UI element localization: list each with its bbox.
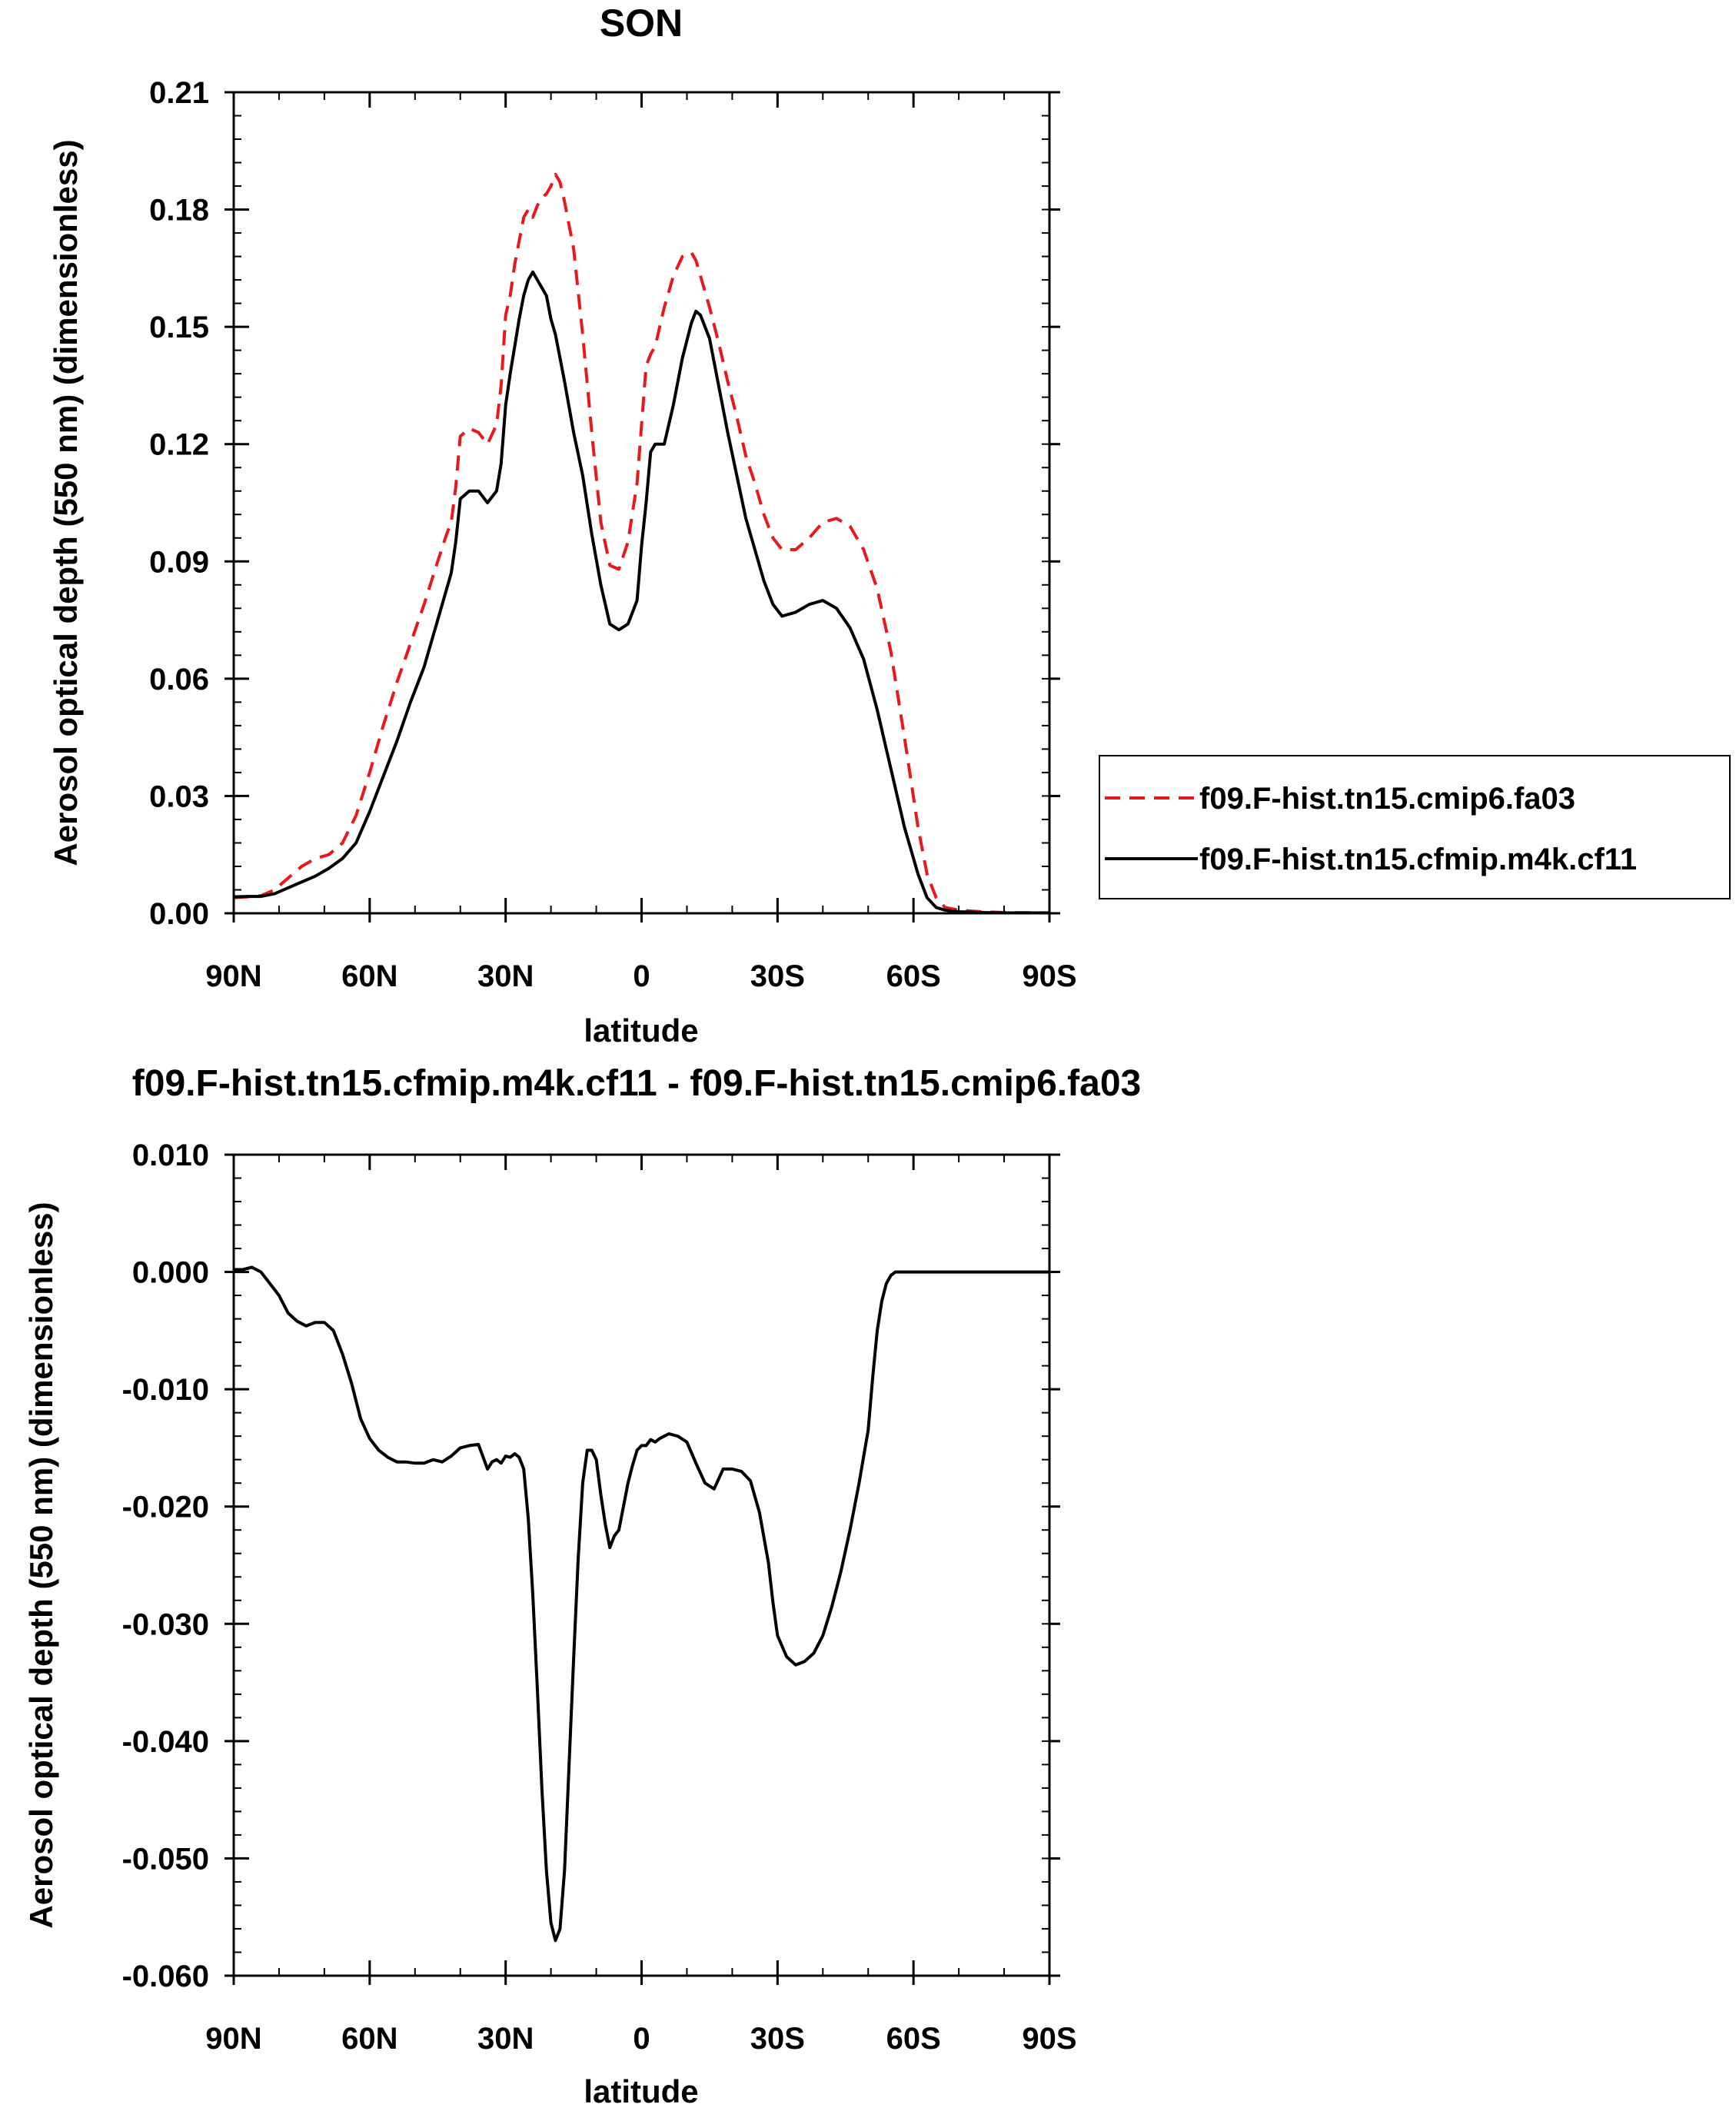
bottom-y-axis-label: Aerosol optical depth (550 nm) (dimensio… [23,1202,59,1928]
bottom-x-tick-label: 60N [341,2022,397,2056]
legend-label-fa03: f09.F-hist.tn15.cmip6.fa03 [1199,782,1575,816]
top-x-tick-label: 0 [633,959,650,993]
top-x-tick-label: 90N [205,959,261,993]
top-x-tick-label: 90S [1022,959,1076,993]
bottom-series-line-1 [234,1265,1049,1943]
legend: f09.F-hist.tn15.cmip6.fa03 f09.F-hist.tn… [1099,755,1731,899]
top-chart-title: SON [600,2,683,45]
bottom-x-tick-label: 0 [633,2022,650,2056]
bottom-plot-frame [232,1153,1051,1977]
top-y-tick-label: 0.21 [149,76,209,110]
top-x-tick-label: 30N [477,959,534,993]
bottom-series-group [234,1265,1049,1943]
top-y-tick-label: 0.00 [149,897,209,931]
bottom-y-tick-label: -0.060 [122,1960,209,1993]
top-y-tick-label: 0.03 [149,780,209,813]
top-x-tick-label: 30S [750,959,805,993]
top-y-tick-label: 0.06 [149,663,209,696]
top-y-tick-label: 0.12 [149,428,209,462]
top-y-tick-label: 0.15 [149,311,209,344]
bottom-x-tick-label: 30N [477,2022,534,2056]
top-series-line-2 [233,270,1049,915]
bottom-y-tick-label: 0.000 [132,1256,209,1290]
bottom-x-axis-label: latitude [584,2073,698,2109]
top-x-axis-label: latitude [584,1012,698,1049]
bottom-y-tick-label: 0.010 [132,1139,209,1172]
bottom-y-tick-label: -0.050 [122,1842,209,1876]
top-panel: SON 90N 60N 30N 0 30S 60S 90S 0.00 0.03 0.06 0.09 0… [48,2,1731,1049]
bottom-chart-title: f09.F-hist.tn15.cfmip.m4k.cf11 - f09.F-h… [132,1063,1141,1104]
legend-label-cf11: f09.F-hist.tn15.cfmip.m4k.cf11 [1199,843,1637,876]
top-axis-ticks: 90N 60N 30N 0 30S 60S 90S 0.00 0.03 0.06 0.09 0.12 0… [149,76,1076,993]
bottom-x-tick-label: 90S [1022,2022,1076,2056]
top-x-tick-label: 60N [341,959,397,993]
bottom-y-tick-label: -0.030 [122,1607,209,1641]
bottom-x-tick-label: 30S [750,2022,805,2056]
top-y-axis-label: Aerosol optical depth (550 nm) (dimensio… [48,139,84,866]
legend-box [1099,755,1731,899]
top-y-tick-label: 0.09 [149,545,209,579]
bottom-panel: f09.F-hist.tn15.cfmip.m4k.cf11 - f09.F-h… [23,1063,1141,2109]
bottom-x-tick-label: 60S [886,2022,941,2056]
top-y-tick-label: 0.18 [149,194,209,228]
bottom-y-tick-label: -0.040 [122,1725,209,1759]
bottom-x-tick-label: 90N [205,2022,261,2056]
top-x-tick-label: 60S [886,959,941,993]
bottom-y-tick-label: -0.010 [122,1373,209,1407]
bottom-y-tick-label: -0.020 [122,1491,209,1524]
top-series-group [233,172,1050,915]
top-plot-frame [232,91,1051,915]
bottom-axis-ticks: 90N 60N 30N 0 30S 60S 90S 0.010 0.000 -0.010 -0.02… [122,1139,1077,2056]
